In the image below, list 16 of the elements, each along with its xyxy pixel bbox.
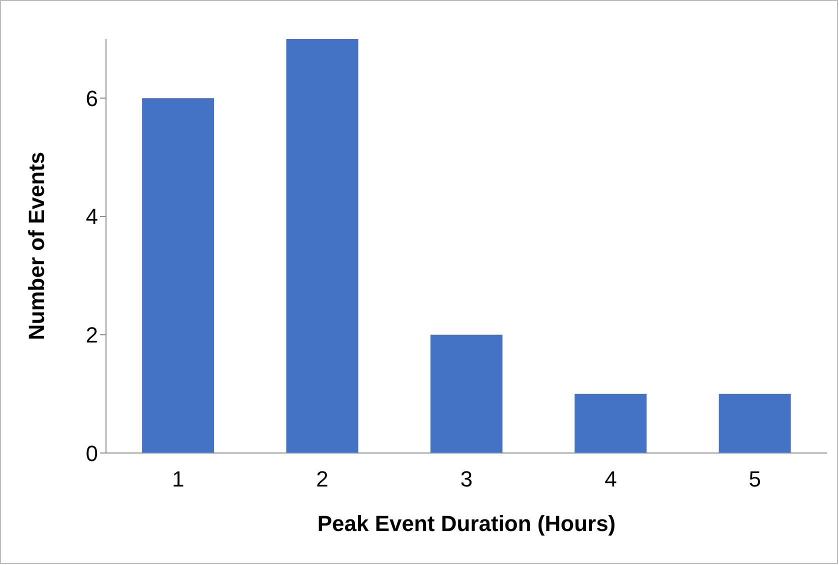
x-tick-label: 1 bbox=[172, 466, 184, 492]
y-tick-label: 0 bbox=[86, 440, 98, 466]
bar bbox=[142, 98, 214, 453]
bar bbox=[574, 394, 647, 453]
y-tick-label: 2 bbox=[86, 322, 98, 348]
x-tick-label: 3 bbox=[460, 466, 473, 492]
y-axis-title: Number of Events bbox=[24, 152, 49, 340]
x-tick-label: 5 bbox=[748, 466, 762, 492]
x-tick-label: 4 bbox=[604, 466, 617, 492]
bar bbox=[430, 334, 502, 453]
x-axis-title: Peak Event Duration (Hours) bbox=[317, 511, 616, 536]
x-tick-label: 2 bbox=[316, 466, 328, 492]
bar bbox=[718, 394, 791, 453]
y-tick-label: 6 bbox=[86, 86, 98, 111]
bar bbox=[286, 39, 358, 453]
y-tick-label: 4 bbox=[86, 204, 98, 230]
